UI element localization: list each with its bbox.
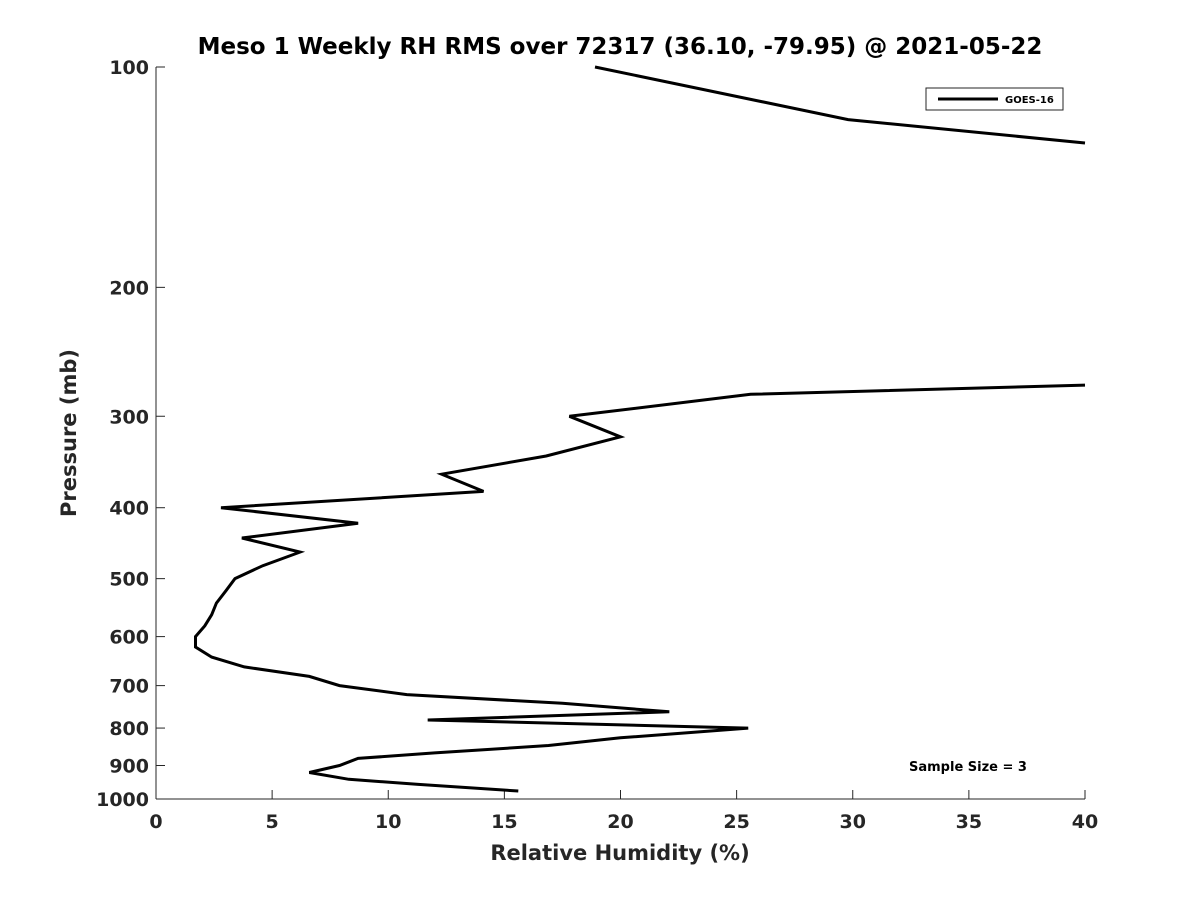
y-axis-ticks: 100 200 300 400 500 600 700 800 900 1000 bbox=[96, 57, 165, 811]
x-tick-label: 0 bbox=[149, 811, 162, 833]
y-tick-label: 300 bbox=[109, 406, 149, 428]
y-tick-label: 1000 bbox=[96, 789, 149, 811]
legend: GOES-16 bbox=[925, 87, 1064, 111]
series-line-2 bbox=[594, 65, 1086, 145]
x-tick-label: 40 bbox=[1072, 811, 1098, 833]
y-tick-label: 600 bbox=[109, 627, 149, 649]
x-axis-ticks: 0 5 10 15 20 25 30 35 40 bbox=[149, 790, 1098, 833]
y-tick-label: 100 bbox=[109, 57, 149, 79]
y-tick-label: 400 bbox=[109, 498, 149, 520]
x-tick-label: 25 bbox=[723, 811, 749, 833]
y-tick-label: 900 bbox=[109, 756, 149, 778]
x-tick-label: 20 bbox=[607, 811, 633, 833]
x-tick-label: 35 bbox=[956, 811, 982, 833]
x-tick-label: 10 bbox=[375, 811, 401, 833]
series-line-1 bbox=[194, 383, 1086, 793]
x-tick-label: 5 bbox=[266, 811, 279, 833]
legend-label: GOES-16 bbox=[1005, 95, 1054, 106]
y-tick-label: 800 bbox=[109, 718, 149, 740]
series-layer bbox=[194, 65, 1086, 793]
y-tick-label: 700 bbox=[109, 676, 149, 698]
plot-area: 0 5 10 15 20 25 30 35 40 100 200 300 400 500 600 700 80… bbox=[96, 57, 1098, 833]
x-tick-label: 30 bbox=[840, 811, 866, 833]
x-tick-label: 15 bbox=[491, 811, 517, 833]
y-tick-label: 200 bbox=[109, 277, 149, 299]
chart-title: Meso 1 Weekly RH RMS over 72317 (36.10, … bbox=[198, 34, 1043, 60]
y-tick-label: 500 bbox=[109, 569, 149, 591]
sample-size-annotation: Sample Size = 3 bbox=[909, 760, 1027, 775]
y-axis-label: Pressure (mb) bbox=[57, 349, 81, 517]
x-axis-label: Relative Humidity (%) bbox=[490, 841, 749, 865]
